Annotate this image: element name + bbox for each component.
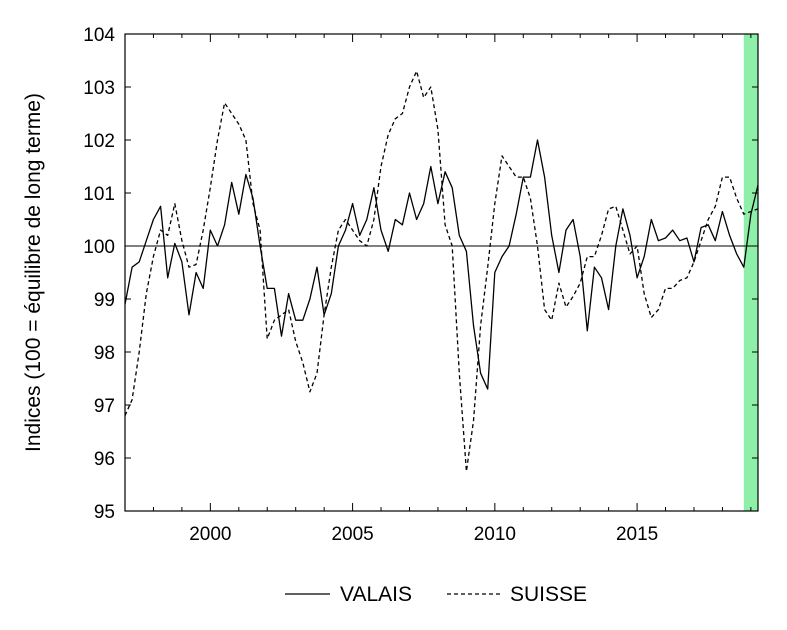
y-axis-title: Indices (100 = équilibre de long terme) [22,93,45,452]
plot-frame [124,33,759,512]
y-tick-label: 99 [94,290,115,311]
tick-layer [124,33,758,512]
legend-label-valais: VALAIS [340,583,412,606]
y-tick-label: 104 [83,25,115,46]
y-tick-label: 101 [83,184,115,205]
x-tick-label: 2015 [616,524,658,545]
y-tick-label: 96 [94,449,115,470]
y-tick-label: 98 [94,343,115,364]
y-tick-label: 103 [83,78,115,99]
x-tick-label: 2000 [189,524,231,545]
y-tick-label: 102 [83,131,115,152]
tick-label-layer: 95 96 97 98 99 100 101 102 103 104 2000 2005 2010 201… [83,25,658,545]
series-line-valais [124,139,759,390]
legend-label-suisse: SUISSE [510,583,587,606]
series-line-suisse [124,70,759,472]
shaded-region [743,34,758,511]
shaded-region-layer [743,34,758,511]
y-tick-label: 97 [94,396,115,417]
series-layer [124,70,759,472]
y-tick-label: 95 [94,502,115,523]
x-tick-label: 2005 [331,524,373,545]
y-tick-label: 100 [83,237,115,258]
legend: VALAIS SUISSE [285,583,587,606]
x-tick-label: 2010 [474,524,516,545]
